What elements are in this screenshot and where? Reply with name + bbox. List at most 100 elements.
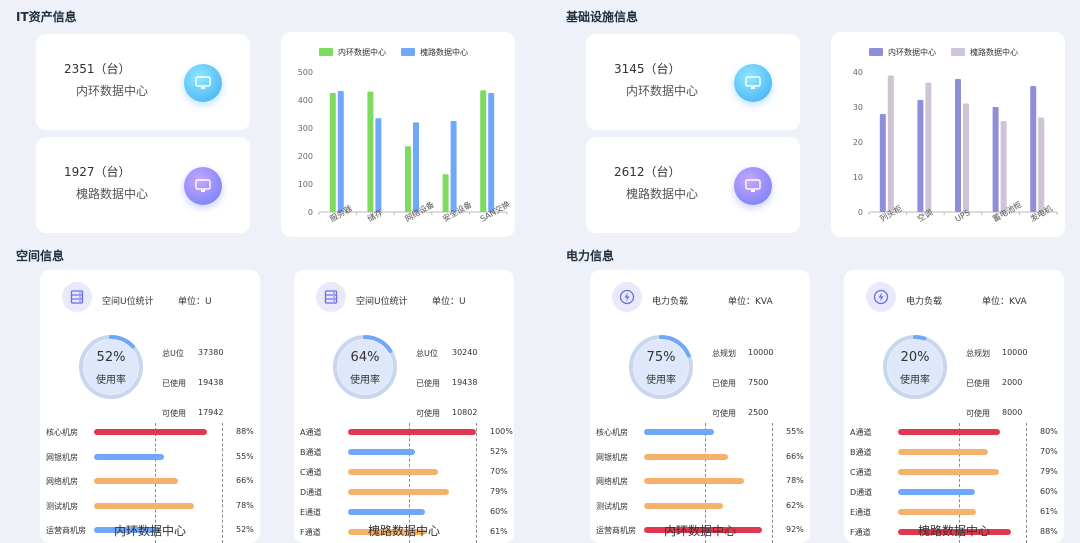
bar-fill <box>644 453 729 460</box>
stat-value: 2500 <box>748 408 769 417</box>
stat-label: 内环数据中心 <box>626 84 699 98</box>
bar <box>442 174 449 212</box>
gauge-inner <box>634 340 688 394</box>
bar-fill <box>348 449 415 455</box>
bar <box>405 146 411 212</box>
guide-line <box>959 423 960 543</box>
row-percent: 66% <box>786 451 804 461</box>
usage-bar-row: 网络机房 78% <box>596 474 811 488</box>
stat-pair: 已使用 7500 <box>712 378 782 388</box>
row-label: D通道 <box>300 488 323 497</box>
lightning-icon <box>612 282 642 312</box>
bar-track <box>348 509 476 515</box>
row-label: C通道 <box>300 468 322 477</box>
usage-bar-row: 网银机房 66% <box>596 450 811 464</box>
bar-fill <box>94 429 207 435</box>
stat-label: 内环数据中心 <box>76 84 149 98</box>
gauge-inner <box>888 340 942 394</box>
stat-pair: 总U位 37380 <box>162 348 232 358</box>
bar <box>879 114 886 212</box>
bar-fill <box>94 527 161 533</box>
guide-line <box>1026 423 1027 543</box>
stat-pair: 可使用 17942 <box>162 408 232 418</box>
bar-fill <box>644 478 744 484</box>
row-label: 核心机房 <box>596 428 628 437</box>
bar <box>992 107 999 212</box>
stat-value: 7500 <box>748 378 769 387</box>
row-percent: 61% <box>490 527 508 536</box>
stat-pair: 可使用 8000 <box>966 408 1036 418</box>
it-stat-card-huailu: 1927（台） 槐路数据中心 <box>36 137 250 233</box>
panel-unit: 单位：U <box>178 297 212 307</box>
stat-key: 已使用 <box>416 379 440 388</box>
usage-bar-row: D通道 79% <box>300 485 515 499</box>
monitor-icon <box>734 64 772 102</box>
stat-value: 30240 <box>452 348 478 357</box>
bar-track <box>644 527 772 533</box>
legend-swatch <box>401 48 415 56</box>
row-label: 网络机房 <box>596 477 628 486</box>
usage-label: 使用率 <box>96 375 126 386</box>
usage-bar-row: E通道 61% <box>850 505 1065 519</box>
stat-value: 10802 <box>452 408 478 417</box>
usage-bar-row: A通道 100% <box>300 425 515 439</box>
bar-track <box>898 429 1026 435</box>
usage-bar-row: B通道 70% <box>850 445 1065 459</box>
y-tick-label: 100 <box>298 180 313 189</box>
usage-bar-list: 核心机房 55% 网银机房 66% 网络机房 78% 测试机房 62% 运营商机房 92% <box>590 270 810 543</box>
bar-track <box>644 478 772 484</box>
row-percent: 60% <box>1040 487 1058 496</box>
stat-key: 可使用 <box>966 409 990 418</box>
bar <box>887 75 894 212</box>
guide-line <box>772 423 773 543</box>
panel-unit: 单位：KVA <box>982 297 1027 307</box>
bar <box>337 91 344 212</box>
usage-bar-row: 网银机房 55% <box>46 450 261 464</box>
bar <box>1038 117 1045 212</box>
server-rack-icon <box>316 282 346 312</box>
bar-track <box>348 469 476 475</box>
panel-title: 电力负载 <box>652 297 689 307</box>
row-percent: 52% <box>236 525 254 534</box>
usage-label: 使用率 <box>350 375 380 386</box>
stat-key: 已使用 <box>712 379 736 388</box>
bar-fill <box>348 429 476 435</box>
bar-track <box>94 527 222 533</box>
row-percent: 88% <box>1040 527 1058 536</box>
row-percent: 92% <box>786 525 804 534</box>
bar-fill <box>898 429 1001 435</box>
row-percent: 79% <box>1040 467 1058 476</box>
usage-bar-row: 网络机房 66% <box>46 474 261 488</box>
stat-value: 17942 <box>198 408 224 417</box>
stat-value: 19438 <box>198 378 224 387</box>
stat-pair: 已使用 19438 <box>162 378 232 388</box>
usage-percent: 75% <box>646 350 676 365</box>
infra-stat-card-inner: 3145（台） 内环数据中心 <box>586 34 800 130</box>
bar-fill <box>94 502 194 509</box>
bar-track <box>644 502 772 509</box>
bar-track <box>898 509 1026 515</box>
bar-track <box>94 453 222 460</box>
row-percent: 70% <box>490 467 508 476</box>
bar-fill <box>348 529 427 535</box>
section-title-power: 电力信息 <box>566 249 615 263</box>
bar-fill <box>898 529 1011 535</box>
stat-key: 可使用 <box>162 409 186 418</box>
y-tick-label: 10 <box>853 173 863 182</box>
row-percent: 80% <box>1040 427 1058 436</box>
bar-fill <box>644 429 715 435</box>
lightning-icon <box>866 282 896 312</box>
it-stat-card-inner: 2351（台） 内环数据中心 <box>36 34 250 130</box>
usage-label: 使用率 <box>900 375 930 386</box>
usage-percent: 52% <box>96 350 126 365</box>
bar <box>963 103 969 212</box>
row-label: A通道 <box>850 428 872 437</box>
panel-title: 空间U位统计 <box>356 297 408 307</box>
stat-pair: 已使用 19438 <box>416 378 486 388</box>
row-percent: 78% <box>786 476 804 485</box>
panel-unit: 单位：U <box>432 297 466 307</box>
stat-pair: 总U位 30240 <box>416 348 486 358</box>
row-percent: 79% <box>490 487 508 496</box>
usage-bar-row: A通道 80% <box>850 425 1065 439</box>
